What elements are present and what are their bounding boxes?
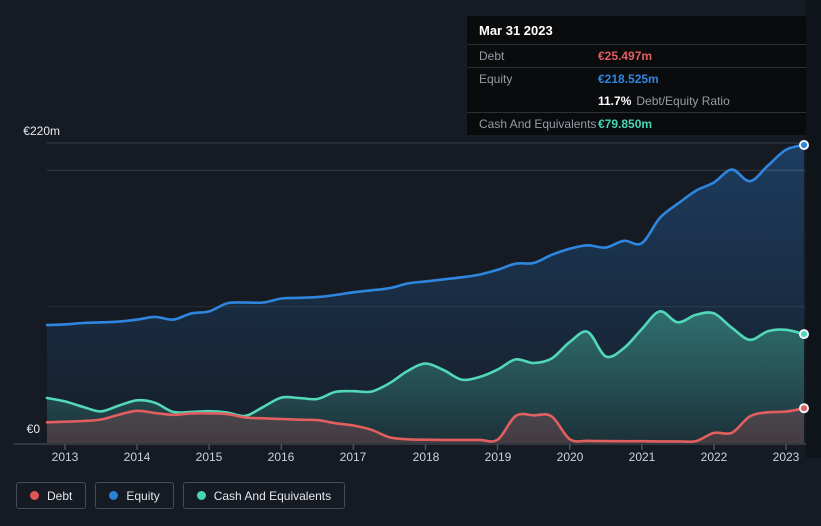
plot-right-edge (806, 0, 821, 458)
tooltip-date: Mar 31 2023 (479, 23, 553, 38)
x-axis-label: 2022 (700, 450, 728, 464)
endpoint-inner (800, 331, 808, 338)
x-axis-label: 2013 (51, 450, 79, 464)
tooltip-cash-label: Cash And Equivalents (479, 116, 597, 131)
cash-line (45, 310, 806, 418)
x-axis-label: 2021 (628, 450, 656, 464)
tooltip-equity-value: €218.525m (598, 71, 659, 86)
tooltip-debt-label: Debt (479, 48, 505, 63)
y-axis-max-label: €220m (23, 124, 60, 138)
tooltip-cash-value: €79.850m (598, 116, 653, 131)
cash-dot-icon (196, 491, 206, 500)
chart-tooltip: Mar 31 2023 Debt €25.497m Equity €218.52… (467, 16, 806, 135)
tooltip-cash-row: Cash And Equivalents €79.850m (467, 112, 806, 135)
x-axis-label: 2016 (267, 450, 295, 464)
debt-dot-icon (30, 491, 39, 500)
x-axis-label: 2014 (123, 450, 151, 464)
x-axis-label: 2017 (339, 450, 367, 464)
tooltip-equity-row: Equity €218.525m (467, 67, 806, 90)
endpoint-inner (800, 141, 808, 149)
tooltip-equity-label: Equity (479, 71, 513, 86)
chart-legend: Debt Equity Cash And Equivalents (16, 482, 346, 509)
tooltip-ratio-label: Debt/Equity Ratio (636, 93, 730, 108)
tooltip-ratio-row: 11.7% Debt/Equity Ratio (467, 90, 806, 112)
equity-line (45, 143, 806, 327)
x-axis-label: 2015 (195, 450, 223, 464)
tooltip-debt-row: Debt €25.497m (467, 44, 806, 67)
x-axis-label: 2019 (484, 450, 512, 464)
legend-item-cash[interactable]: Cash And Equivalents (182, 482, 346, 509)
debt-line (45, 406, 806, 444)
x-axis-label: 2020 (556, 450, 584, 464)
equity-dot-icon (109, 491, 119, 500)
legend-cash-label: Cash And Equivalents (213, 488, 332, 503)
legend-debt-label: Debt (47, 488, 73, 503)
x-axis-label: 2023 (772, 450, 800, 464)
y-axis-zero-label: €0 (26, 422, 40, 436)
cash-area (47, 311, 804, 443)
x-axis-label: 2018 (412, 450, 440, 464)
endpoint-inner (800, 405, 808, 412)
legend-item-equity[interactable]: Equity (95, 482, 174, 509)
legend-item-debt[interactable]: Debt (16, 482, 87, 509)
tooltip-ratio-value: 11.7% (598, 93, 632, 108)
legend-equity-label: Equity (126, 488, 160, 503)
tooltip-debt-value: €25.497m (598, 48, 653, 63)
